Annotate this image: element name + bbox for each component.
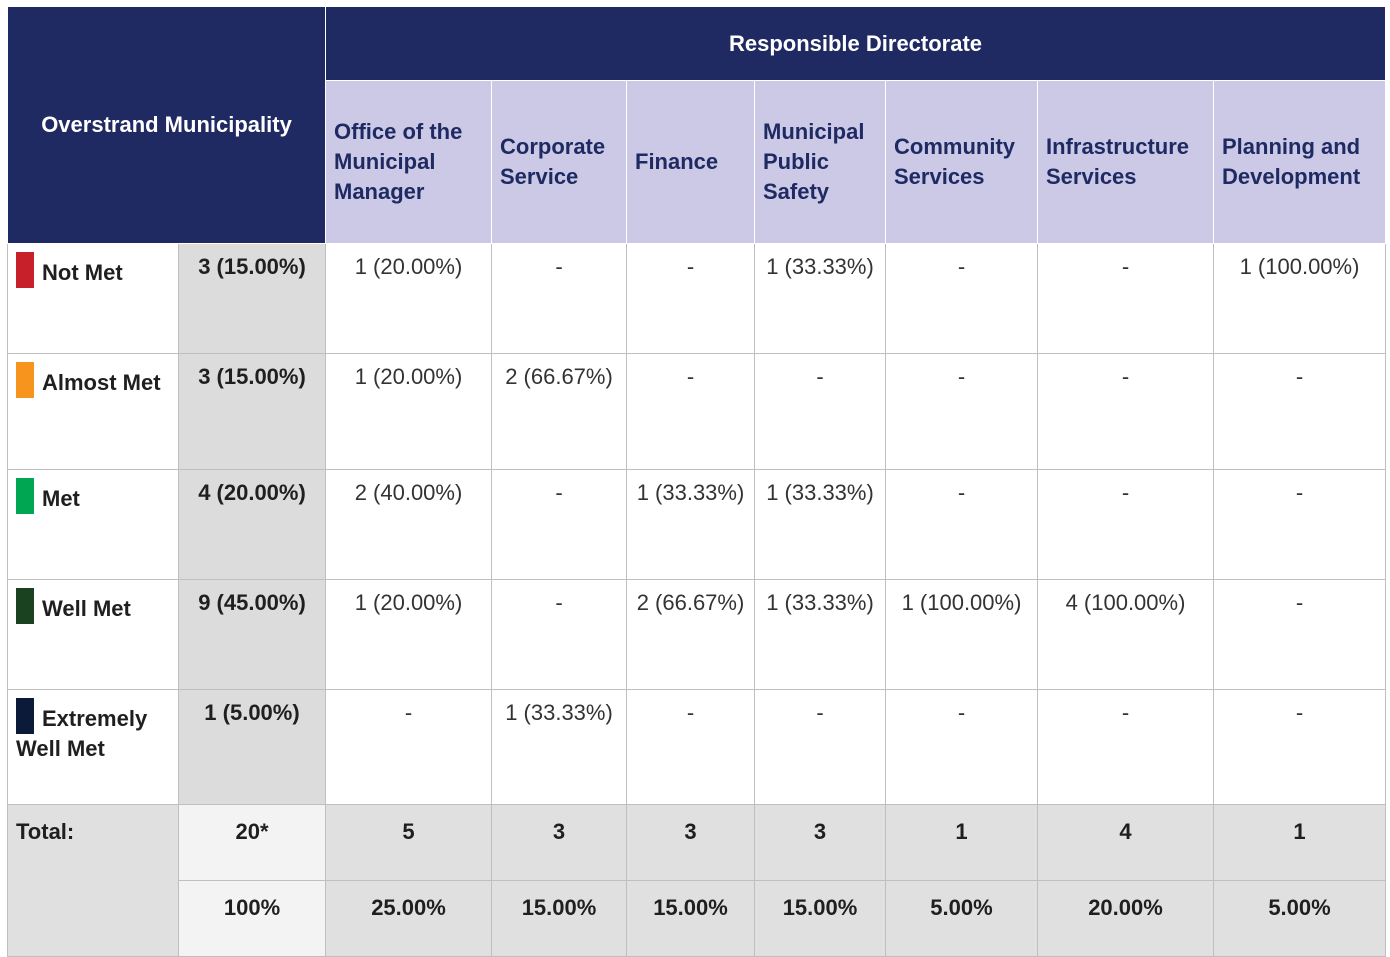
status-text: Almost Met xyxy=(42,370,161,395)
header-row: Overstrand Municipality Responsible Direc… xyxy=(7,6,1387,244)
status-row: Not Met 3 (15.00%) 1 (20.00%) - -1 (33.33%) -… xyxy=(7,243,1387,354)
status-label: Met xyxy=(7,469,179,580)
title-cell: Overstrand Municipality xyxy=(7,6,326,244)
status-text: Not Met xyxy=(42,260,123,285)
cell: 2 (66.67%) xyxy=(626,579,755,690)
percent-cell: 15.00% xyxy=(491,880,627,957)
cell: - xyxy=(626,689,755,805)
totals-percent: 100% xyxy=(178,880,326,957)
status-swatch xyxy=(16,362,34,398)
status-total: 1 (5.00%) xyxy=(178,689,326,805)
percent-cell: 5.00% xyxy=(885,880,1038,957)
cell: - xyxy=(1037,353,1214,470)
count-cell: 1 xyxy=(885,804,1038,881)
cell: - xyxy=(1212,689,1387,805)
count-cell: 3 xyxy=(491,804,627,881)
cell: 2 (40.00%) xyxy=(325,469,492,580)
count-cell: 3 xyxy=(626,804,755,881)
cell: 1 (33.33%) xyxy=(754,243,886,354)
column-header: Planning and Development xyxy=(1212,80,1387,244)
cell: - xyxy=(1037,689,1214,805)
cell: - xyxy=(885,353,1038,470)
column-row: Office of the Municipal Manager Corporate… xyxy=(8,80,1387,244)
status-text: Extremely Well Met xyxy=(16,706,148,761)
cell: - xyxy=(1037,243,1214,354)
count-cell: 5 xyxy=(325,804,492,881)
count-cell: 3 xyxy=(754,804,886,881)
totals-count: 20* xyxy=(178,804,326,881)
status-total: 4 (20.00%) xyxy=(178,469,326,580)
cell: 1 (20.00%) xyxy=(325,353,492,470)
status-label: Extremely Well Met xyxy=(7,689,179,805)
cell: - xyxy=(1212,469,1387,580)
cell: 1 (33.33%) xyxy=(754,579,886,690)
status-swatch xyxy=(16,588,34,624)
percent-cell: 15.00% xyxy=(626,880,755,957)
column-header: Infrastructure Services xyxy=(1037,80,1214,244)
percent-cell: 20.00% xyxy=(1037,880,1214,957)
results-table: Overstrand Municipality Responsible Direc… xyxy=(7,6,1387,957)
percent-cell: 25.00% xyxy=(325,880,492,957)
percent-cell: 5.00% xyxy=(1212,880,1387,957)
percent-cell: 15.00% xyxy=(754,880,886,957)
cell: 1 (33.33%) xyxy=(626,469,755,580)
cell: - xyxy=(1212,353,1387,470)
cell: - xyxy=(491,243,627,354)
cell: - xyxy=(626,243,755,354)
cell: - xyxy=(626,353,755,470)
cell: 1 (33.33%) xyxy=(754,469,886,580)
cell: 1 (20.00%) xyxy=(325,243,492,354)
group-header: Responsible Directorate xyxy=(324,6,1387,81)
column-header: Municipal Public Safety xyxy=(754,80,886,244)
totals-row: Total: 20* 5 3 3 3 1 4 1 xyxy=(7,804,1387,957)
status-row: Met 4 (20.00%) 2 (40.00%) -1 (33.33%) 1 (33.… xyxy=(7,469,1387,580)
status-total: 3 (15.00%) xyxy=(178,243,326,354)
status-label: Almost Met xyxy=(7,353,179,470)
cell: 4 (100.00%) xyxy=(1037,579,1214,690)
status-row: Almost Met 3 (15.00%) 1 (20.00%) 2 (66.67%)… xyxy=(7,353,1387,470)
cell: - xyxy=(885,469,1038,580)
status-row: Well Met 9 (45.00%) 1 (20.00%) -2 (66.67%) 1… xyxy=(7,579,1387,690)
totals-label: Total: xyxy=(7,804,179,957)
cell: - xyxy=(1212,579,1387,690)
cell: - xyxy=(491,579,627,690)
cell: 1 (20.00%) xyxy=(325,579,492,690)
status-text: Met xyxy=(42,486,80,511)
status-total: 3 (15.00%) xyxy=(178,353,326,470)
count-cell: 1 xyxy=(1212,804,1387,881)
column-header: Community Services xyxy=(885,80,1038,244)
status-swatch xyxy=(16,698,34,734)
cell: 2 (66.67%) xyxy=(491,353,627,470)
cell: - xyxy=(491,469,627,580)
cell: - xyxy=(754,353,886,470)
cell: 1 (100.00%) xyxy=(885,579,1038,690)
column-header: Corporate Service xyxy=(491,80,627,244)
status-row: Extremely Well Met 1 (5.00%) -1 (33.33%) - -… xyxy=(7,689,1387,805)
status-label: Not Met xyxy=(7,243,179,354)
cell: 1 (100.00%) xyxy=(1212,243,1387,354)
cell: - xyxy=(885,689,1038,805)
cell: - xyxy=(885,243,1038,354)
column-header: Office of the Municipal Manager xyxy=(325,80,492,244)
column-header: Finance xyxy=(626,80,755,244)
cell: - xyxy=(325,689,492,805)
cell: - xyxy=(754,689,886,805)
count-cell: 4 xyxy=(1037,804,1214,881)
cell: 1 (33.33%) xyxy=(491,689,627,805)
cell: - xyxy=(1037,469,1214,580)
percent-row: 100% 25.00% 15.00% 15.00% 15.00% 5.00% 20.00% 5… xyxy=(8,880,1387,957)
status-text: Well Met xyxy=(42,596,131,621)
status-label: Well Met xyxy=(7,579,179,690)
status-swatch xyxy=(16,252,34,288)
status-swatch xyxy=(16,478,34,514)
status-total: 9 (45.00%) xyxy=(178,579,326,690)
